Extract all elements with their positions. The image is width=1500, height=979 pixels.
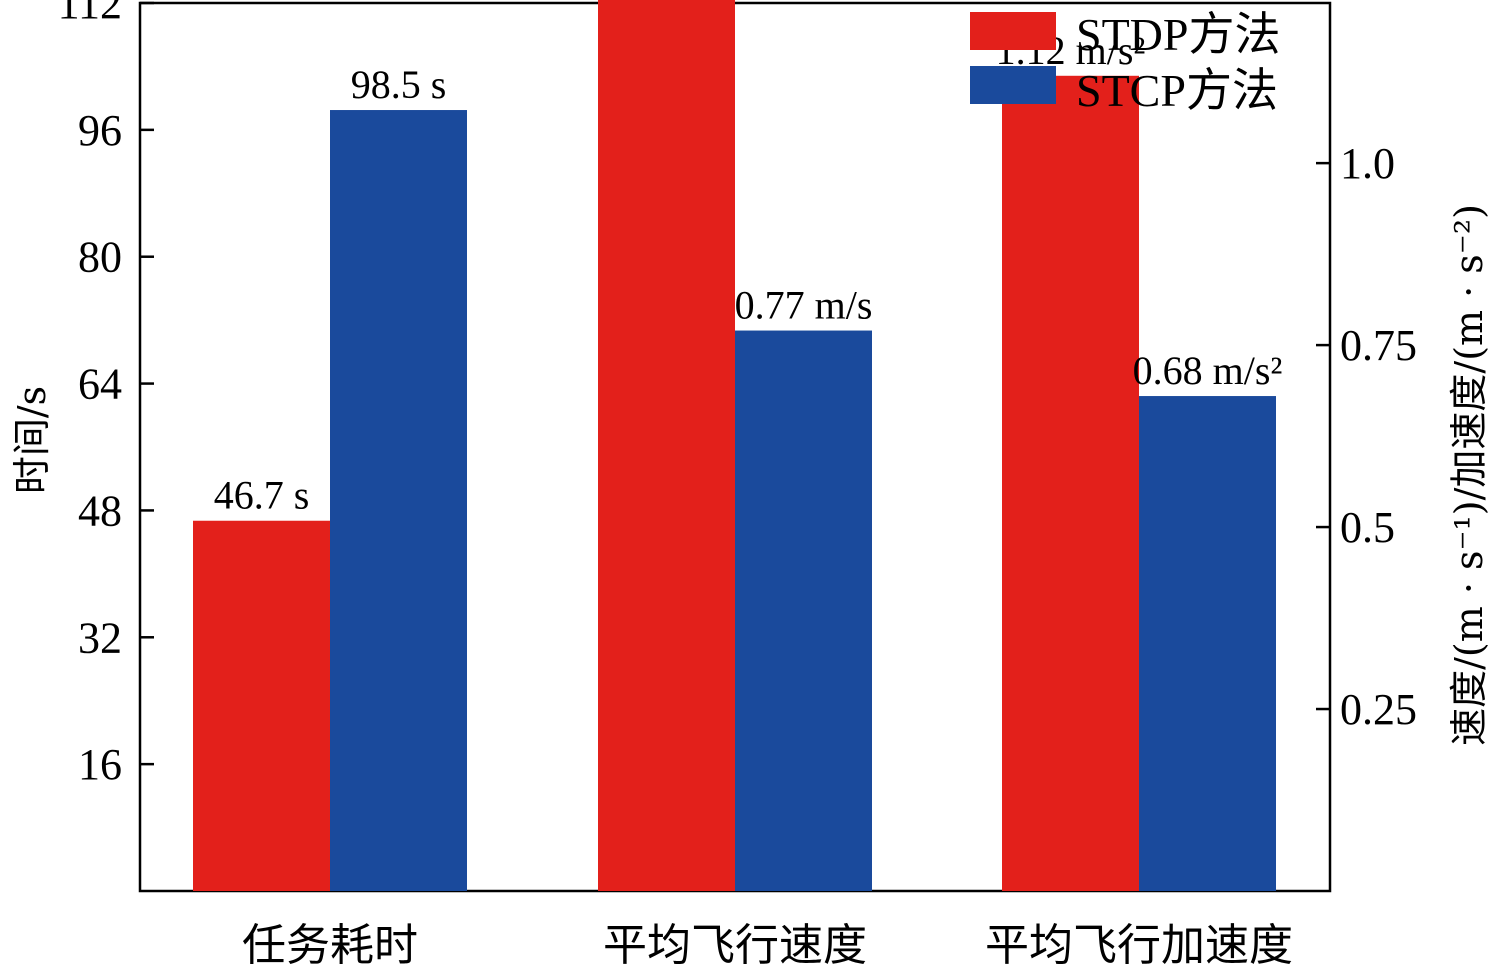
bar-stcp-2 [1139, 396, 1276, 891]
right-axis: 0.25 0.5 0.75 1.0 [1316, 139, 1417, 734]
legend-label-stdp: STDP方法 [1076, 9, 1280, 60]
data-label-stdp-0: 46.7 s [214, 473, 310, 518]
category-label-0: 任务耗时 [242, 920, 418, 971]
data-label-stcp-1: 0.77 m/s [735, 283, 873, 328]
left-tick-label-3: 64 [78, 360, 122, 409]
data-label-stcp-0: 98.5 s [351, 62, 447, 107]
bar-stcp-0 [330, 110, 467, 892]
right-axis-title: 速度/(m · s⁻¹)/加速度/(m · s⁻²) [1447, 204, 1491, 746]
right-tick-label-0: 0.25 [1340, 685, 1417, 734]
left-axis-title: 时间/s [10, 386, 54, 494]
bar-stdp-1 [598, 0, 735, 891]
category-label-2: 平均飞行加速度 [985, 920, 1293, 971]
bar-stdp-0 [193, 520, 330, 891]
left-tick-label-0: 16 [78, 740, 122, 789]
data-label-stcp-2: 0.68 m/s² [1133, 348, 1283, 393]
left-tick-label-2: 48 [78, 486, 122, 535]
left-tick-label-4: 80 [78, 233, 122, 282]
right-tick-label-2: 0.75 [1340, 321, 1417, 370]
category-label-1: 平均飞行速度 [603, 920, 867, 971]
left-axis: 16 32 48 64 80 96 112 [58, 0, 154, 789]
legend-swatch-stdp [970, 12, 1056, 50]
bar-stcp-1 [735, 330, 872, 891]
left-tick-label-1: 32 [78, 613, 122, 662]
right-tick-label-3: 1.0 [1340, 139, 1395, 188]
category-axis: 任务耗时 平均飞行速度 平均飞行加速度 [242, 920, 1293, 971]
bars-layer [193, 0, 1276, 892]
data-labels-layer: 46.7 s98.5 s1.25 m/s0.77 m/s1.12 m/s²0.6… [214, 28, 1283, 518]
bar-stdp-2 [1002, 75, 1139, 892]
right-tick-label-1: 0.5 [1340, 503, 1395, 552]
legend-swatch-stcp [970, 66, 1056, 104]
left-tick-label-6: 112 [58, 0, 122, 28]
legend-label-stcp: STCP方法 [1076, 65, 1278, 116]
legend: STDP方法 STCP方法 [970, 9, 1280, 116]
left-tick-label-5: 96 [78, 106, 122, 155]
